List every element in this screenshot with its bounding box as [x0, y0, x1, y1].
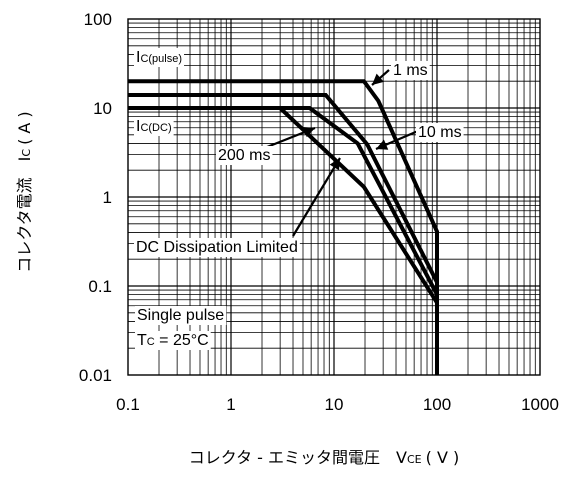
label-ic-pulse: IC(pulse): [136, 49, 182, 66]
y-axis-title: コレクタ電流 IC ( A ): [15, 111, 34, 272]
x-axis-subscript: CE: [407, 453, 422, 466]
y-tick-labels: 100 10 1 0.1 0.01: [79, 10, 112, 385]
x-axis-symbol: V: [396, 448, 407, 467]
label-tc: TC = 25°C: [137, 332, 209, 349]
y-tick-label: 0.1: [88, 277, 112, 296]
label-single-pulse: Single pulse: [137, 307, 224, 324]
x-tick-label: 100: [423, 395, 451, 414]
label-200ms-part: 200 ms: [218, 147, 270, 164]
leader-10ms-head: [376, 139, 389, 150]
label-10ms: 10 ms: [418, 124, 462, 141]
label-1ms: 1 ms: [393, 62, 428, 79]
label-tc-part: = 25°C: [155, 332, 209, 349]
x-tick-labels: 0.1 1 10 100 1000: [116, 395, 559, 414]
label-200ms-bg: [216, 146, 273, 165]
x-tick-label: 1000: [521, 395, 559, 414]
x-axis-unit: ( V ): [426, 448, 460, 467]
x-tick-label: 0.1: [116, 395, 140, 414]
y-tick-label: 100: [84, 10, 112, 29]
y-axis-symbol: I: [15, 157, 34, 162]
y-axis-unit: ( A ): [15, 111, 34, 145]
plot-frame: [127, 18, 541, 376]
label-10ms-part: 10 ms: [418, 124, 462, 141]
label-dc-limited-bg: [134, 238, 300, 257]
label-1ms-bg: [391, 61, 430, 80]
label-ic-pulse-part: I: [136, 49, 140, 66]
label-tc-bg: [135, 331, 211, 350]
label-ic-dc-part: I: [136, 118, 140, 135]
leader-dc-head: [329, 158, 340, 171]
curve-10-ms: [128, 93, 439, 284]
label-ic-dc-bg: [134, 117, 174, 136]
y-tick-label: 1: [103, 188, 112, 207]
label-1ms-part: 1 ms: [393, 62, 428, 79]
leader-200ms-head: [302, 126, 315, 138]
y-axis-title-text: コレクタ電流: [15, 177, 34, 272]
label-tc-part: T: [137, 332, 147, 349]
label-10ms-bg: [416, 123, 464, 142]
label-single-pulse-bg: [135, 306, 227, 325]
curve-dc-dissipation-limited: [128, 106, 439, 296]
curves: [128, 79, 439, 375]
label-tc-part: C: [147, 336, 155, 348]
leader-1ms-head: [372, 73, 384, 85]
label-ic-pulse-part: C(pulse): [140, 53, 182, 65]
label-ic-dc-part: C(DC): [140, 122, 171, 134]
label-ic-pulse-bg: [134, 48, 185, 67]
y-tick-label: 0.01: [79, 366, 112, 385]
y-axis-subscript: C: [20, 149, 33, 157]
grid: [128, 19, 540, 375]
x-axis-title-text: コレクタ - エミッタ間電圧: [189, 448, 380, 467]
x-tick-label: 10: [325, 395, 344, 414]
y-tick-label: 10: [93, 99, 112, 118]
leader-dc: [292, 157, 341, 237]
x-axis-title: コレクタ - エミッタ間電圧 VCE ( V ): [189, 448, 460, 467]
x-tick-label: 1: [226, 395, 235, 414]
annotation-leaders: [261, 69, 419, 237]
label-dc-limited-part: DC Dissipation Limited: [136, 239, 298, 256]
label-200ms: 200 ms: [218, 147, 270, 164]
label-dc-limited: DC Dissipation Limited: [136, 239, 298, 256]
label-ic-dc: IC(DC): [136, 118, 172, 135]
label-single-pulse-part: Single pulse: [137, 307, 224, 324]
